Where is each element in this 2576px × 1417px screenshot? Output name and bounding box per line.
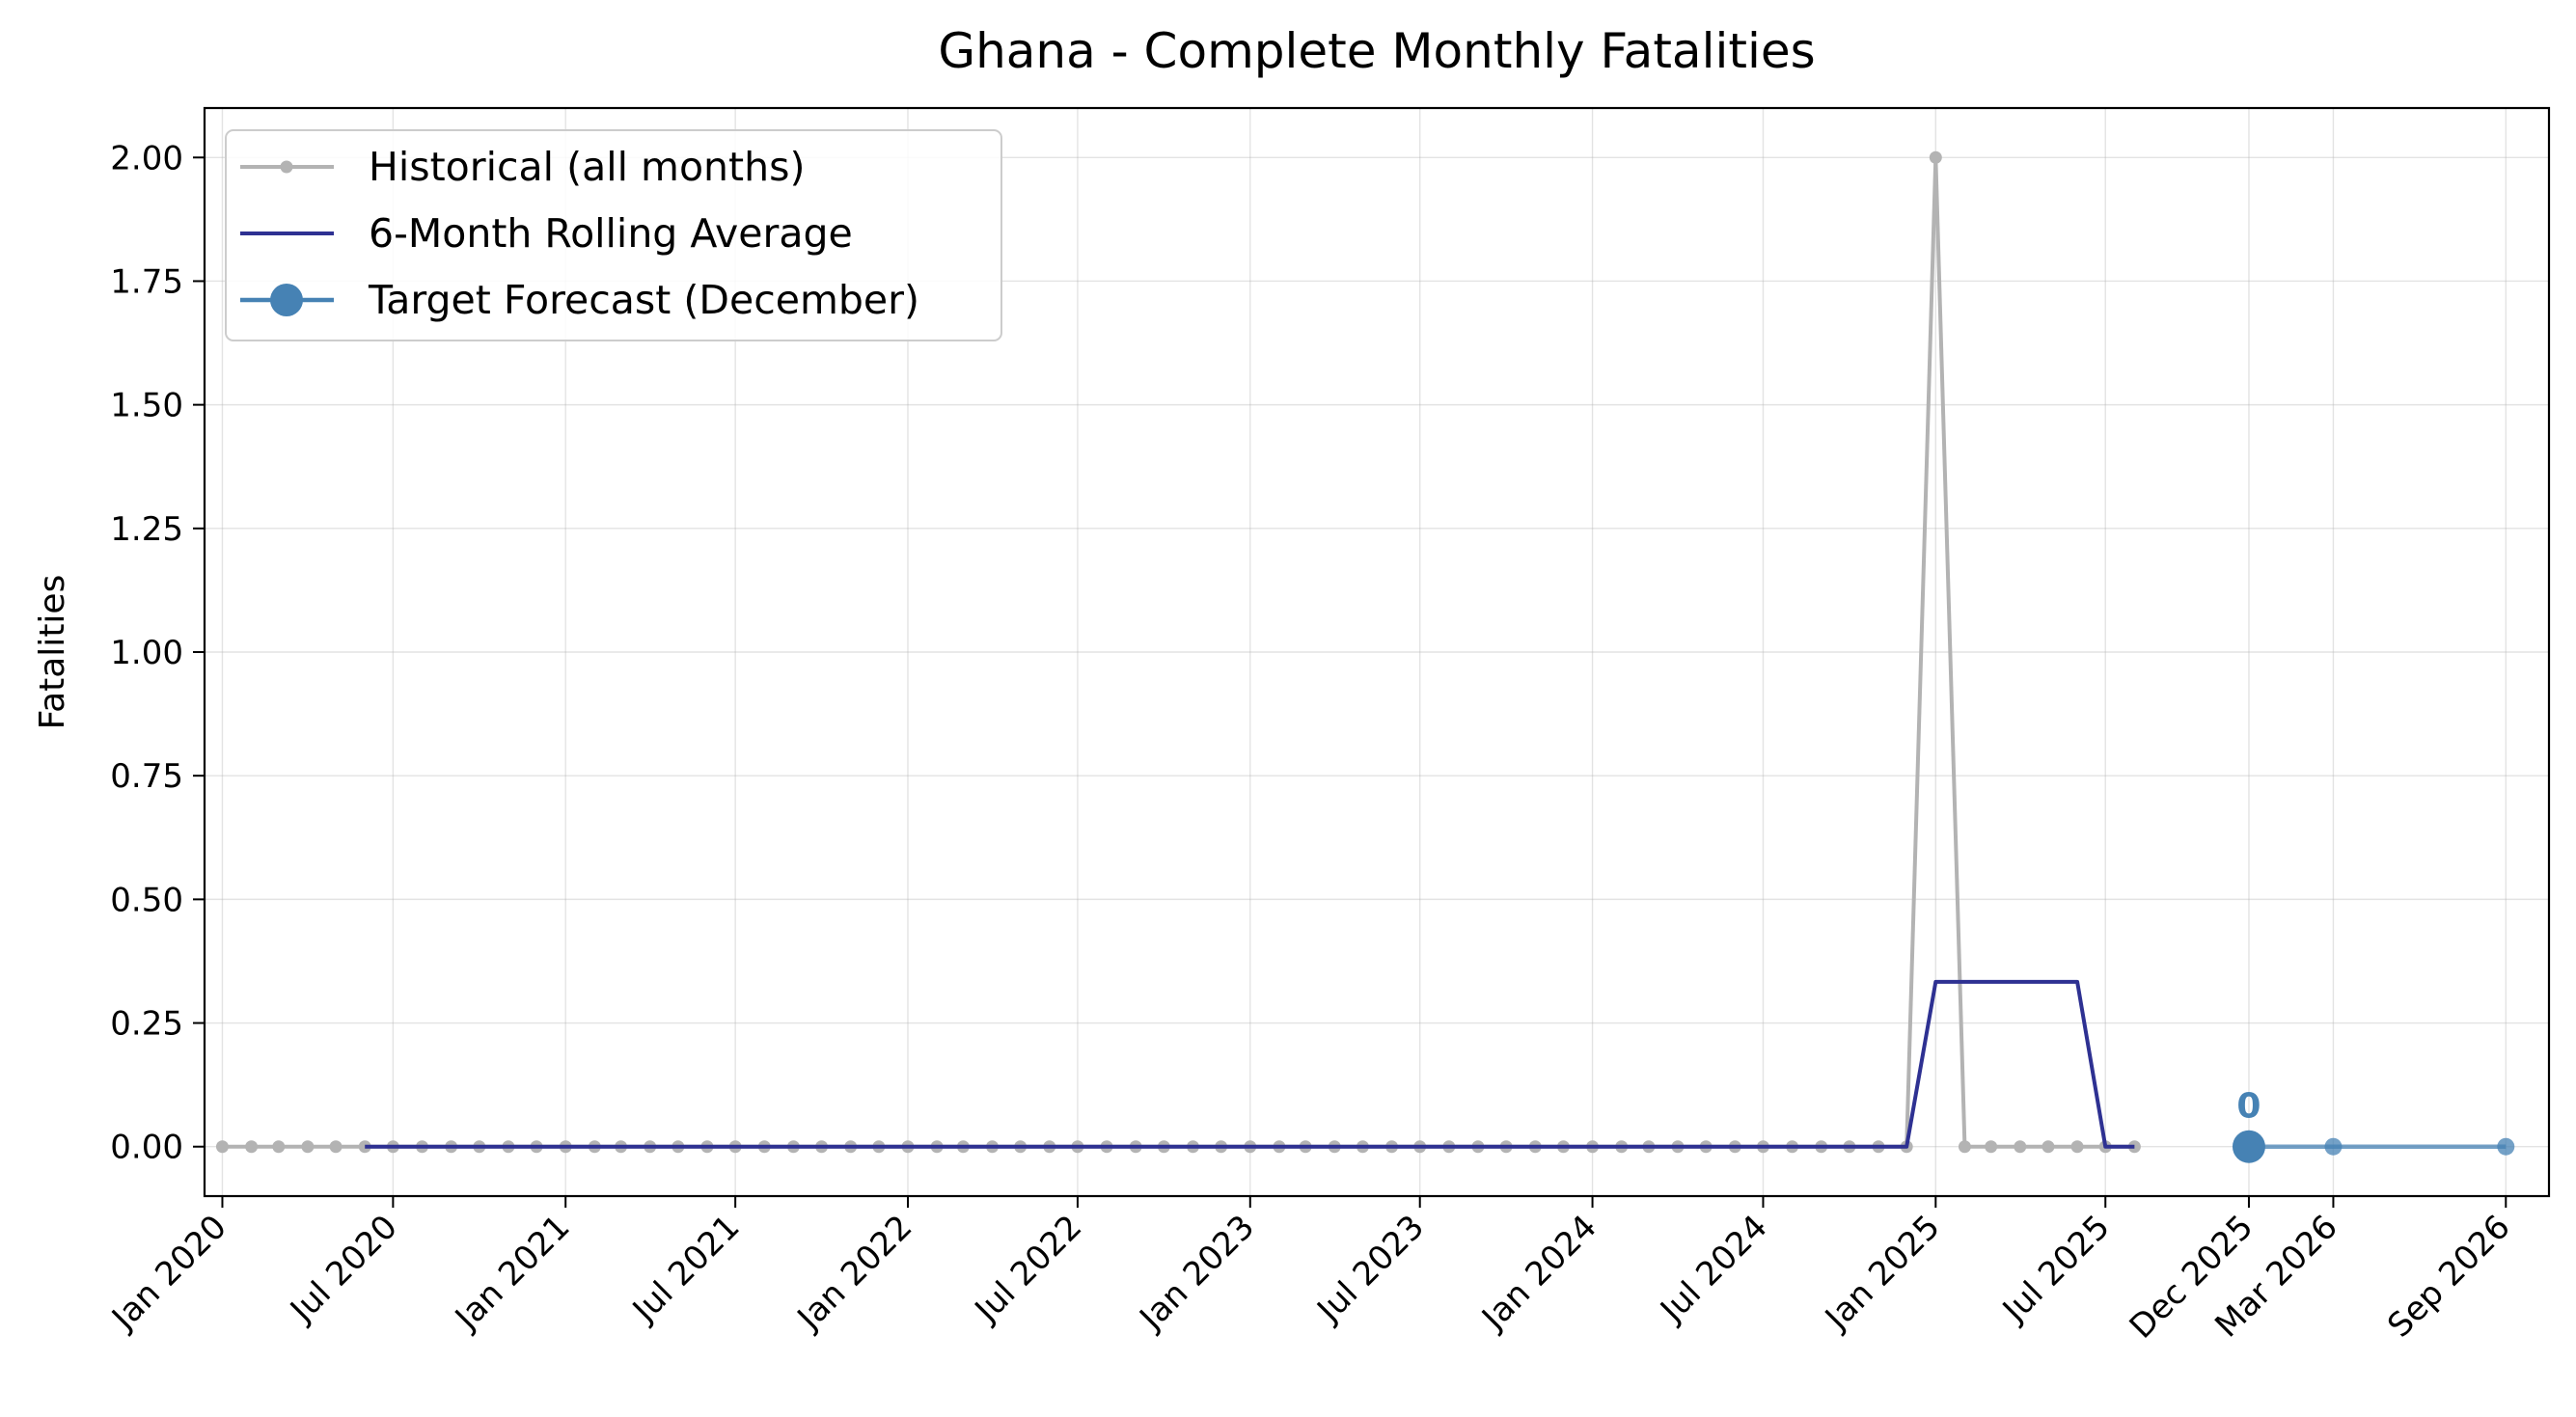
historical-point xyxy=(2014,1140,2027,1154)
y-tick-label: 1.00 xyxy=(110,634,183,672)
series-1 xyxy=(365,979,2135,1149)
historical-point xyxy=(272,1140,286,1154)
legend-label: Historical (all months) xyxy=(369,144,805,190)
legend-label: Target Forecast (December) xyxy=(368,277,919,323)
legend-marker-forecast xyxy=(270,284,303,316)
rolling-average-line xyxy=(365,979,2135,1149)
historical-point xyxy=(245,1140,259,1154)
y-axis-label: Fatalities xyxy=(33,575,72,730)
legend-label: 6-Month Rolling Average xyxy=(369,210,853,257)
legend-item[interactable]: 6-Month Rolling Average xyxy=(240,210,853,257)
legend-item[interactable]: Historical (all months) xyxy=(240,144,805,190)
data-label: 0 xyxy=(2236,1087,2261,1127)
historical-point xyxy=(2042,1140,2055,1154)
historical-point xyxy=(301,1140,315,1154)
y-tick-label: 0.00 xyxy=(110,1129,183,1167)
y-tick-label: 2.00 xyxy=(110,139,183,177)
y-tick-label: 1.75 xyxy=(110,262,183,301)
y-tick-label: 0.50 xyxy=(110,881,183,919)
legend[interactable]: Historical (all months) 6-Month Rolling A… xyxy=(225,129,1002,341)
forecast-point xyxy=(2324,1137,2343,1156)
series-layer: 0 xyxy=(215,150,2515,1163)
forecast-target-point xyxy=(2232,1130,2265,1163)
series-2 xyxy=(2232,1130,2515,1163)
y-tick-label: 0.75 xyxy=(110,757,183,796)
historical-point xyxy=(215,1140,229,1154)
historical-point xyxy=(1985,1140,1998,1154)
legend-item[interactable]: Target Forecast (December) xyxy=(240,277,919,323)
y-tick-label: 1.25 xyxy=(110,510,183,549)
chart-title: Ghana - Complete Monthly Fatalities xyxy=(938,23,1815,79)
y-tick-label: 1.50 xyxy=(110,387,183,425)
historical-point xyxy=(1929,150,1942,164)
y-tick-label: 0.25 xyxy=(110,1005,183,1044)
legend-box xyxy=(225,129,1002,341)
legend-marker-historical xyxy=(280,160,293,174)
historical-point xyxy=(2070,1140,2084,1154)
forecast-point xyxy=(2497,1137,2515,1156)
historical-point xyxy=(329,1140,343,1154)
historical-point xyxy=(1958,1140,1971,1154)
